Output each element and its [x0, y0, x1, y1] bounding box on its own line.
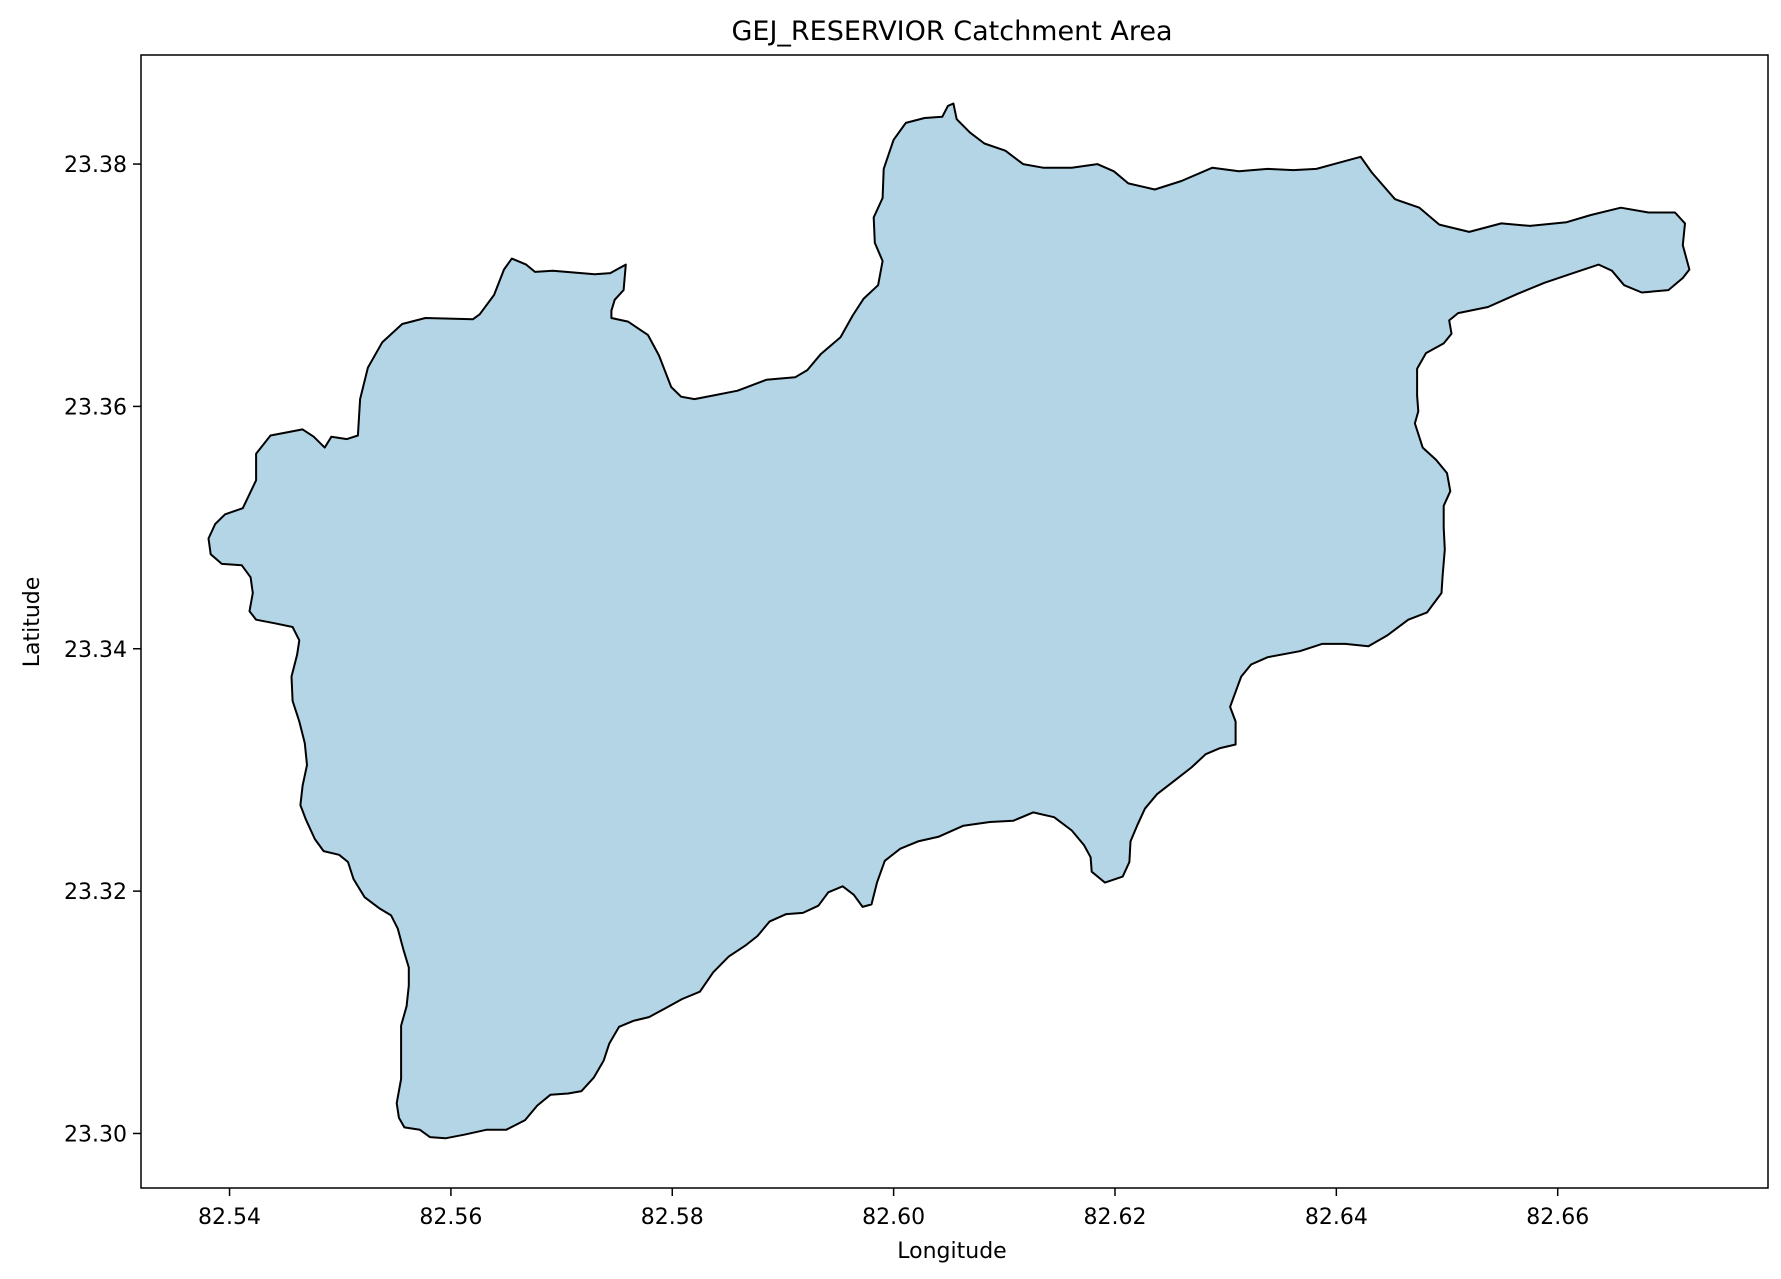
- x-tick-label: 82.60: [862, 1205, 925, 1230]
- chart-title: GEJ_RESERVIOR Catchment Area: [731, 16, 1172, 47]
- x-axis-ticks: 82.54 82.56 82.58 82.60 82.62 82.64 82.66: [198, 1188, 1589, 1230]
- x-tick-label: 82.58: [641, 1205, 704, 1230]
- y-tick-label: 23.38: [64, 153, 127, 178]
- x-axis-label: Longitude: [897, 1239, 1006, 1264]
- y-axis-label: Latitude: [20, 577, 45, 668]
- y-tick-label: 23.36: [64, 395, 127, 420]
- y-tick-label: 23.34: [64, 638, 127, 663]
- y-axis-ticks: 23.30 23.32 23.34 23.36 23.38: [64, 153, 141, 1147]
- plot-frame: [140, 54, 1769, 1189]
- x-tick-label: 82.66: [1526, 1205, 1589, 1230]
- x-tick-label: 82.54: [198, 1205, 261, 1230]
- x-tick-label: 82.56: [419, 1205, 482, 1230]
- x-tick-label: 82.62: [1083, 1205, 1146, 1230]
- y-tick-label: 23.30: [64, 1122, 127, 1147]
- x-tick-label: 82.64: [1305, 1205, 1368, 1230]
- y-tick-label: 23.32: [64, 880, 127, 905]
- catchment-polygon: [207, 102, 1691, 1140]
- plot-area: [207, 102, 1691, 1140]
